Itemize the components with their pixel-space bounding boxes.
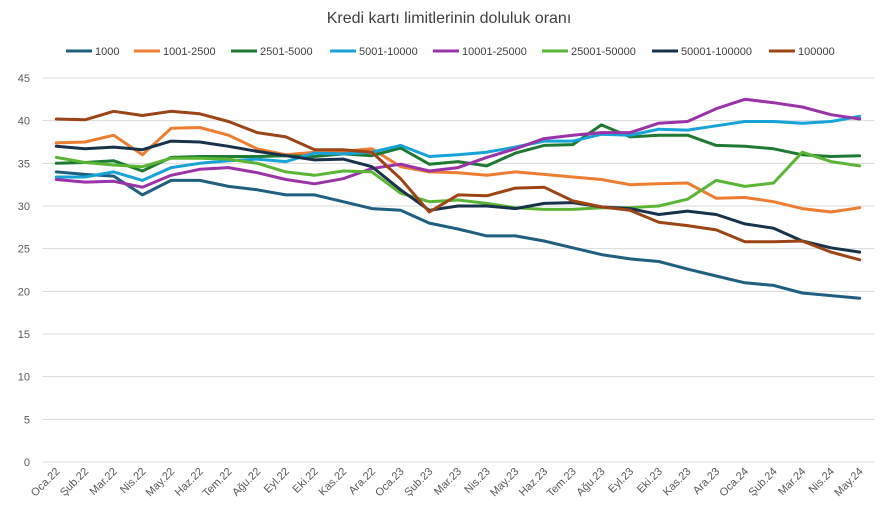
legend-label: 2501-5000 bbox=[260, 46, 313, 58]
legend-label: 1001-2500 bbox=[163, 46, 216, 58]
legend-label: 100000 bbox=[798, 46, 835, 58]
legend-item: 5001-10000 bbox=[330, 46, 418, 58]
x-tick-label: Kas.22 bbox=[317, 466, 350, 499]
x-tick-label: Haz.23 bbox=[517, 466, 550, 499]
x-tick-label: Oca.23 bbox=[373, 466, 407, 500]
x-tick-label: Eyl.22 bbox=[262, 466, 292, 496]
y-tick-label: 20 bbox=[18, 286, 30, 298]
x-tick-label: Mar.24 bbox=[776, 466, 808, 498]
y-tick-label: 25 bbox=[18, 244, 30, 256]
x-tick-label: Mar.23 bbox=[432, 466, 464, 498]
x-tick-label: Eyl.23 bbox=[606, 466, 636, 496]
y-tick-label: 10 bbox=[18, 372, 30, 384]
y-tick-label: 5 bbox=[24, 414, 30, 426]
grid bbox=[42, 77, 874, 463]
x-tick-label: Tem.23 bbox=[545, 466, 579, 500]
series-line-1001-2500 bbox=[54, 126, 862, 214]
x-tick-label: Oca.24 bbox=[717, 466, 751, 500]
x-tick-label: Eki.23 bbox=[635, 466, 665, 496]
x-tick-label: Şub.23 bbox=[402, 466, 435, 499]
x-tick-label: Ara.23 bbox=[691, 466, 722, 497]
x-tick-label: Kas.23 bbox=[661, 466, 694, 499]
x-tick-label: May.24 bbox=[832, 466, 865, 499]
y-tick-label: 15 bbox=[18, 329, 30, 341]
legend-label: 1000 bbox=[95, 46, 119, 58]
plot-area bbox=[54, 97, 862, 300]
legend-item: 25001-50000 bbox=[542, 46, 636, 58]
y-tick-label: 35 bbox=[18, 158, 30, 170]
legend-item: 1000 bbox=[66, 46, 119, 58]
legend-label: 25001-50000 bbox=[571, 46, 636, 58]
y-tick-label: 40 bbox=[18, 116, 30, 128]
x-tick-label: Ara.22 bbox=[347, 466, 378, 497]
series-line-2501-5000 bbox=[54, 123, 862, 173]
x-tick-label: Ağu.23 bbox=[574, 466, 607, 499]
y-tick-label: 0 bbox=[24, 457, 30, 469]
legend-item: 2501-5000 bbox=[231, 46, 313, 58]
series-line-5001-10000 bbox=[54, 114, 862, 182]
series-line-100000 bbox=[54, 109, 862, 262]
series-line-1000 bbox=[54, 170, 862, 300]
x-tick-label: Tem.22 bbox=[201, 466, 235, 500]
y-axis: 0 5 10 15 20 25 30 35 40 45 bbox=[18, 73, 30, 469]
y-tick-label: 45 bbox=[18, 73, 30, 85]
legend-label: 50001-100000 bbox=[681, 46, 752, 58]
x-tick-label: Oca.22 bbox=[29, 466, 63, 500]
series-line-50001-100000 bbox=[54, 139, 862, 254]
x-tick-label: May.23 bbox=[488, 466, 521, 499]
x-tick-label: Ağu.22 bbox=[230, 466, 263, 499]
x-tick-label: May.22 bbox=[144, 466, 177, 499]
legend-label: 5001-10000 bbox=[359, 46, 418, 58]
x-tick-label: Haz.22 bbox=[173, 466, 206, 499]
x-tick-label: Mar.22 bbox=[88, 466, 120, 498]
x-tick-label: Şub.24 bbox=[747, 466, 780, 499]
x-axis: Oca.22Şub.22Mar.22Nis.22May.22Haz.22Tem.… bbox=[29, 466, 866, 500]
legend-item: 50001-100000 bbox=[652, 46, 752, 58]
x-tick-label: Eki.22 bbox=[291, 466, 321, 496]
y-tick-label: 30 bbox=[18, 201, 30, 213]
series-line-25001-50000 bbox=[54, 150, 862, 211]
legend-item: 1001-2500 bbox=[134, 46, 216, 58]
legend-label: 10001-25000 bbox=[462, 46, 527, 58]
x-tick-label: Şub.22 bbox=[58, 466, 91, 499]
legend: 1000 1001-2500 2501-5000 5001-10000 10001-25… bbox=[66, 46, 835, 58]
legend-item: 10001-25000 bbox=[433, 46, 527, 58]
chart-title: Kredi kartı limitlerinin doluluk oranı bbox=[327, 10, 572, 27]
legend-item: 100000 bbox=[769, 46, 835, 58]
series-line-10001-25000 bbox=[54, 97, 862, 189]
